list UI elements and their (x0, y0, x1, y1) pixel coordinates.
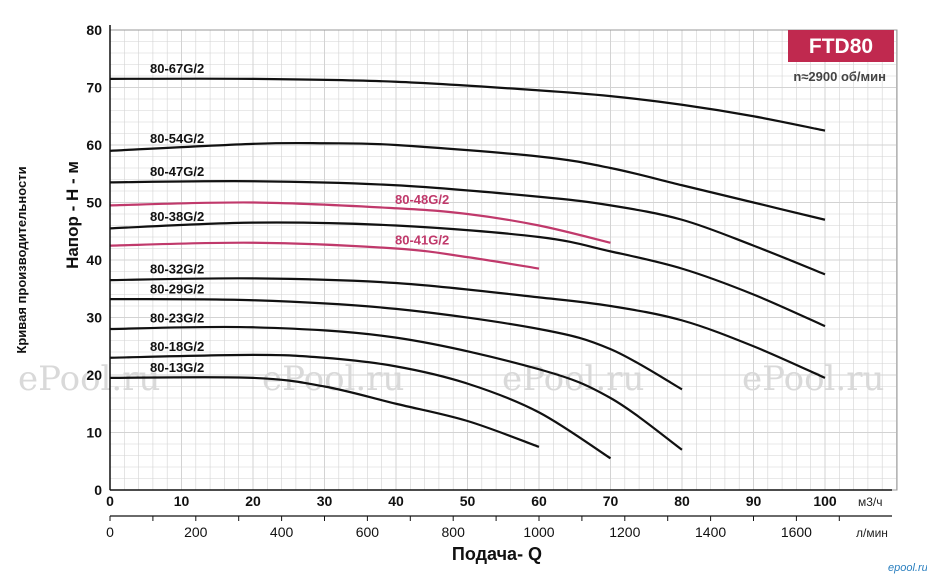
speed-note: n≈2900 об/мин (793, 69, 886, 84)
curves (109, 77, 826, 460)
x-tick-label-secondary: 400 (270, 524, 294, 540)
x-tick-label: 60 (531, 493, 547, 509)
x-tick-label: 100 (813, 493, 837, 509)
y-tick-label: 70 (86, 80, 102, 96)
x-tick-label: 0 (106, 493, 114, 509)
series-label: 80-38G/2 (150, 209, 204, 224)
x-tick-label: 80 (674, 493, 690, 509)
series-label: 80-48G/2 (395, 192, 449, 207)
curve-labels: 80-67G/2 80-54G/2 80-47G/2 80-48G/2 80-38G/2… (150, 61, 449, 375)
series-line (109, 277, 826, 379)
series-label: 80-13G/2 (150, 360, 204, 375)
series-label: 80-23G/2 (150, 311, 204, 326)
y-tick-label: 80 (86, 22, 102, 38)
series-label: 80-54G/2 (150, 131, 204, 146)
brand-mark: epool.ru (888, 562, 927, 574)
y-tick-label: 50 (86, 195, 102, 211)
watermark: ePool.ru (262, 359, 404, 399)
series-line (109, 77, 826, 132)
x-tick-label: 10 (174, 493, 190, 509)
chart-title: FTD80 (809, 35, 873, 58)
x-axis-title: Подача- Q (452, 544, 542, 564)
x-tick-label: 20 (245, 493, 261, 509)
series-label: 80-32G/2 (150, 262, 204, 277)
series-line (109, 201, 611, 244)
y-axis-title: Напор - Н - м (63, 161, 82, 269)
y-tick-label: 10 (86, 425, 102, 441)
x-tick-label: 30 (317, 493, 333, 509)
x-tick-label-secondary: 600 (356, 524, 380, 540)
series-label: 80-67G/2 (150, 61, 204, 76)
series-label: 80-41G/2 (395, 232, 449, 247)
x-tick-label-secondary: 1000 (523, 524, 554, 540)
x-tick-label: 90 (746, 493, 762, 509)
series-line (109, 141, 826, 221)
series-line (109, 325, 683, 451)
watermark: ePool.ru (18, 359, 160, 399)
x-tick-label-secondary: 1600 (781, 524, 812, 540)
x-unit-secondary: л/мин (856, 526, 888, 540)
y-tick-label: 60 (86, 137, 102, 153)
series-line (109, 376, 540, 448)
series-label: 80-18G/2 (150, 339, 204, 354)
x-tick-label: 50 (460, 493, 476, 509)
x-tick-label-secondary: 1400 (695, 524, 726, 540)
y-tick-label: 20 (86, 367, 102, 383)
grid (109, 29, 898, 491)
series-line (109, 221, 826, 328)
series-line (109, 241, 540, 270)
y-tick-label: 30 (86, 310, 102, 326)
series-label: 80-47G/2 (150, 164, 204, 179)
y-tick-label: 0 (94, 482, 102, 498)
series-line (109, 353, 612, 460)
series-label: 80-29G/2 (150, 281, 204, 296)
series-line (109, 180, 826, 276)
x-tick-label-secondary: 0 (106, 524, 114, 540)
x-unit-primary: м3/ч (858, 495, 883, 509)
x-tick-label: 70 (603, 493, 619, 509)
side-label: Кривая производительности (14, 166, 29, 353)
watermark: ePool.ru (742, 359, 884, 399)
series-line (109, 298, 683, 391)
x-tick-label: 40 (388, 493, 404, 509)
x-tick-label-secondary: 800 (442, 524, 466, 540)
x-tick-label-secondary: 1200 (609, 524, 640, 540)
x-tick-label-secondary: 200 (184, 524, 208, 540)
y-tick-label: 40 (86, 252, 102, 268)
title-badge (788, 30, 894, 62)
